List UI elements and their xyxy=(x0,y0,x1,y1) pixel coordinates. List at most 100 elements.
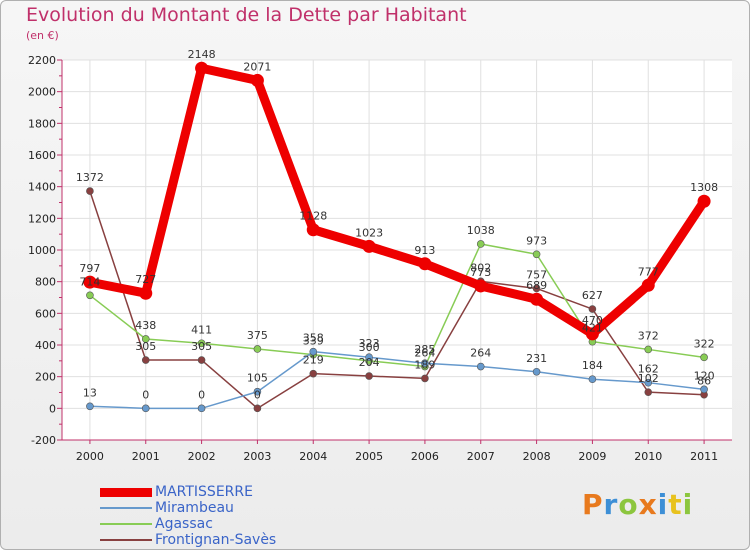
data-label: 120 xyxy=(694,369,715,382)
y-tick-label: 0 xyxy=(49,402,56,415)
logo-letter: t xyxy=(668,488,683,521)
data-label: 2148 xyxy=(188,48,216,61)
data-label: 0 xyxy=(254,388,261,401)
data-point xyxy=(309,369,318,378)
data-point xyxy=(644,388,653,396)
data-point xyxy=(532,367,541,376)
data-label: 1128 xyxy=(299,210,327,223)
data-label: 714 xyxy=(79,275,100,288)
data-point xyxy=(588,305,597,313)
data-label: 727 xyxy=(135,273,156,286)
data-label: 797 xyxy=(79,262,100,275)
x-tick-label: 2000 xyxy=(76,450,104,463)
data-label: 0 xyxy=(142,388,149,401)
y-tick-label: 2000 xyxy=(28,86,56,99)
data-point xyxy=(644,345,653,354)
legend-label: Frontignan-Savès xyxy=(155,532,277,548)
data-label: 13 xyxy=(83,386,97,399)
data-point xyxy=(197,404,206,413)
data-label: 2071 xyxy=(243,60,271,73)
series-lines xyxy=(83,61,711,413)
data-point xyxy=(700,385,708,394)
data-point xyxy=(250,73,264,87)
data-label: 305 xyxy=(135,340,156,353)
data-point xyxy=(644,378,653,387)
data-label: 322 xyxy=(694,337,715,350)
data-label: 1023 xyxy=(355,226,383,239)
data-label: 323 xyxy=(359,337,380,350)
y-tick-label: 1400 xyxy=(28,181,56,194)
y-tick-label: 200 xyxy=(35,371,56,384)
legend-swatch xyxy=(100,507,152,509)
data-label: 1038 xyxy=(467,224,495,237)
logo-letter: i xyxy=(657,488,669,521)
proxiti-logo: Proxiti xyxy=(582,488,693,521)
y-tick-label: 1200 xyxy=(28,212,56,225)
y-tick-label: 1000 xyxy=(28,244,56,257)
data-point xyxy=(365,353,373,361)
data-label: 339 xyxy=(303,335,324,348)
y-tick-label: 1600 xyxy=(28,149,56,162)
data-point xyxy=(195,61,209,75)
x-tick-label: 2003 xyxy=(243,450,271,463)
data-point xyxy=(588,375,597,384)
x-tick-label: 2011 xyxy=(690,450,718,463)
x-tick-label: 2010 xyxy=(634,450,662,463)
data-point xyxy=(86,402,94,411)
data-point xyxy=(197,356,206,364)
data-point xyxy=(530,292,544,306)
y-tick-label: 1800 xyxy=(28,117,56,130)
x-tick-label: 2006 xyxy=(411,450,439,463)
data-label: 372 xyxy=(638,329,659,342)
chart-subtitle: (en €) xyxy=(26,29,59,42)
series-martisserre xyxy=(83,61,711,341)
data-label: 264 xyxy=(470,347,491,360)
data-label: 102 xyxy=(638,372,659,385)
data-label: 285 xyxy=(414,343,435,356)
legend-swatch xyxy=(100,487,152,497)
grid xyxy=(62,59,732,441)
x-tick-label: 2008 xyxy=(523,450,551,463)
data-point xyxy=(476,362,485,371)
data-point xyxy=(474,279,488,293)
data-point xyxy=(365,372,373,380)
data-point xyxy=(641,278,655,292)
data-label: 470 xyxy=(582,314,603,327)
axes: -200020040060080010001200140016001800200… xyxy=(28,54,732,463)
data-label: 162 xyxy=(638,363,659,376)
legend-label: Mirambeau xyxy=(155,500,234,516)
logo-letter: i xyxy=(682,488,694,521)
logo-letter: P xyxy=(582,488,604,521)
data-label: 204 xyxy=(359,356,380,369)
data-point xyxy=(141,335,150,343)
data-point xyxy=(306,223,320,237)
data-point xyxy=(476,240,485,248)
data-point xyxy=(139,286,153,300)
data-point xyxy=(86,187,94,195)
data-label: 802 xyxy=(470,261,491,274)
data-point xyxy=(700,353,708,362)
series-agassac xyxy=(86,240,708,371)
data-point xyxy=(141,404,150,413)
data-point xyxy=(83,275,97,289)
data-point xyxy=(253,345,262,353)
data-labels: 7977272148207111281023913773689470777130… xyxy=(76,48,718,401)
x-tick-label: 2001 xyxy=(132,450,160,463)
y-tick-label: 2200 xyxy=(28,54,56,67)
data-label: 375 xyxy=(247,329,268,342)
data-label: 1372 xyxy=(76,171,104,184)
data-point xyxy=(585,327,599,341)
y-tick-label: 400 xyxy=(35,339,56,352)
data-label: 411 xyxy=(191,323,212,336)
data-label: 773 xyxy=(470,266,491,279)
logo-letter: o xyxy=(618,488,639,521)
x-tick-label: 2004 xyxy=(299,450,327,463)
data-label: 0 xyxy=(198,388,205,401)
data-point xyxy=(309,347,318,356)
data-label: 105 xyxy=(247,372,268,385)
y-tick-label: 600 xyxy=(35,307,56,320)
data-label: 300 xyxy=(359,341,380,354)
data-point xyxy=(532,284,541,293)
data-point xyxy=(253,387,262,396)
